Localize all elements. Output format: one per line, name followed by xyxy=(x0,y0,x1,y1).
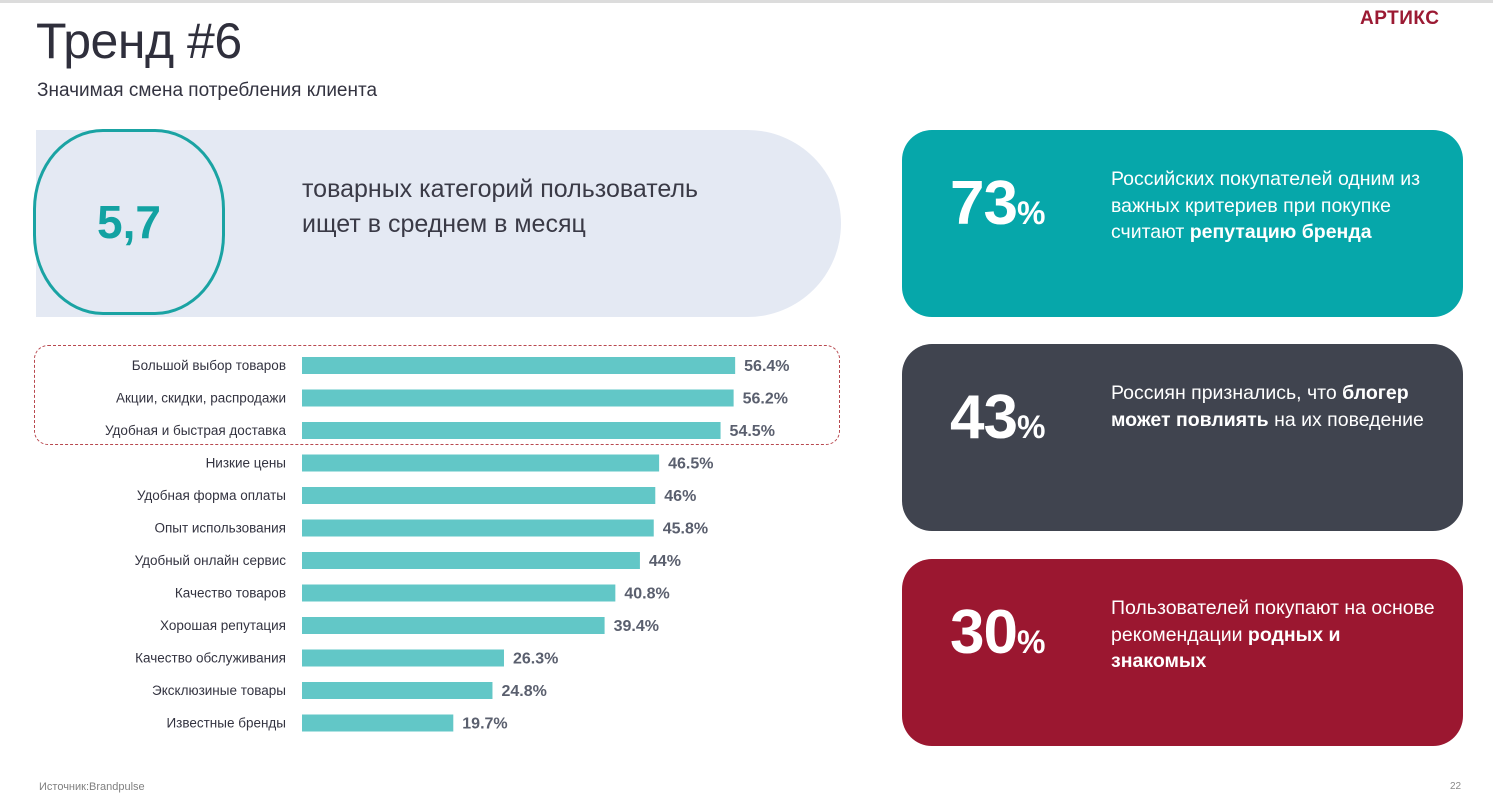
bar xyxy=(302,617,605,634)
category-label: Удобная и быстрая доставка xyxy=(105,423,286,438)
top-divider xyxy=(0,0,1493,3)
value-label: 24.8% xyxy=(501,683,546,700)
bar xyxy=(302,552,640,569)
value-label: 54.5% xyxy=(730,423,775,440)
value-label: 40.8% xyxy=(624,586,669,603)
category-label: Качество товаров xyxy=(175,586,286,601)
highlight-stat-text: товарных категорий пользователь ищет в с… xyxy=(302,172,782,242)
value-label: 26.3% xyxy=(513,651,558,668)
stat-card-text: Российских покупателей одним из важных к… xyxy=(1111,168,1421,243)
category-label: Хорошая репутация xyxy=(160,618,286,633)
stat-card-value: 30% xyxy=(950,598,1046,667)
stat-card-text: Россиян признались, что блогер может пов… xyxy=(1111,382,1424,431)
highlight-stat-text-line1: товарных категорий пользователь xyxy=(302,175,699,203)
value-label: 44% xyxy=(649,553,681,570)
highlight-stat-circle: 5,7 xyxy=(33,129,225,315)
top-factors-highlight-frame xyxy=(34,345,840,445)
value-label: 46.5% xyxy=(668,456,713,473)
category-label: Низкие цены xyxy=(206,456,286,471)
category-label: Большой выбор товаров xyxy=(132,358,286,373)
stat-card-value: 43% xyxy=(950,383,1046,452)
category-label: Удобный онлайн сервис xyxy=(135,553,287,568)
value-label: 46% xyxy=(664,488,696,505)
factors-bar-chart: Большой выбор товаров 56.4% Акции, скидки,… xyxy=(105,357,790,733)
bar xyxy=(302,487,656,504)
stat-card-recommendations: 30% Пользователей покупают на основе рек… xyxy=(902,559,1463,746)
value-label: 56.4% xyxy=(744,358,789,375)
bar xyxy=(302,389,734,407)
page-number: 22 xyxy=(1450,781,1462,792)
page-subtitle: Значимая смена потребления клиента xyxy=(37,80,378,101)
bar xyxy=(302,454,660,472)
bar xyxy=(302,682,493,699)
source-note: Источник:Brandpulse xyxy=(39,781,145,793)
brand-logo: АРТИКС xyxy=(1360,8,1440,29)
bar xyxy=(302,519,654,537)
category-label: Опыт использования xyxy=(154,521,286,536)
category-label: Известные бренды xyxy=(166,716,286,731)
category-label: Качество обслуживания xyxy=(135,651,286,666)
highlight-stat-value: 5,7 xyxy=(97,196,161,248)
value-label: 19.7% xyxy=(462,716,507,733)
value-label: 56.2% xyxy=(743,391,788,408)
stat-card-brand-reputation: 73% Российских покупателей одним из важн… xyxy=(902,130,1463,317)
value-label: 39.4% xyxy=(614,618,659,635)
bar xyxy=(302,357,736,374)
value-label: 45.8% xyxy=(663,521,708,538)
bar xyxy=(302,649,504,667)
highlight-stat-text-line2: ищет в среднем в месяц xyxy=(302,210,586,238)
category-label: Акции, скидки, распродажи xyxy=(116,391,286,406)
category-label: Эксклюзиные товары xyxy=(152,683,286,698)
stat-card-text: Пользователей покупают на основе рекомен… xyxy=(1111,597,1435,672)
page-title: Тренд #6 xyxy=(36,13,242,69)
stat-card-blogger-influence: 43% Россиян признались, что блогер может… xyxy=(902,344,1463,531)
bar xyxy=(302,584,616,602)
category-label: Удобная форма оплаты xyxy=(137,488,286,503)
bar xyxy=(302,714,454,732)
bar xyxy=(302,422,721,439)
stat-card-value: 73% xyxy=(950,169,1046,238)
